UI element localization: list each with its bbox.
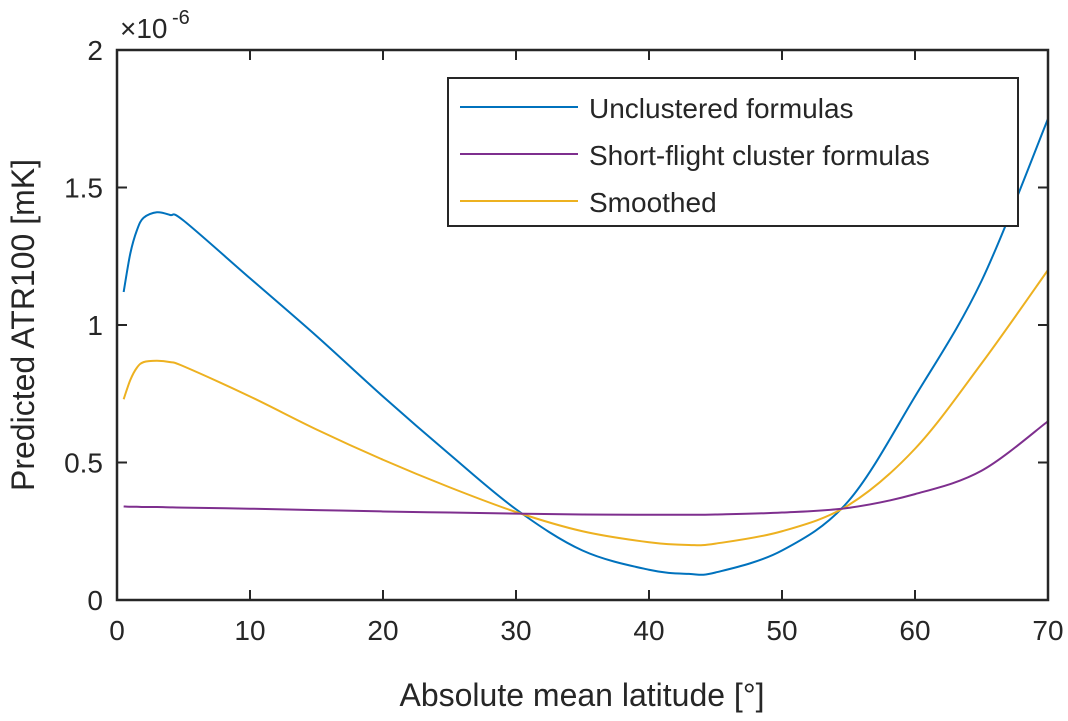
x-axis-label: Absolute mean latitude [°] <box>399 677 764 713</box>
y-tick-label: 1.5 <box>64 173 103 204</box>
y-tick-label: 1 <box>87 310 103 341</box>
x-tick-label: 40 <box>633 615 664 646</box>
plot-area-frame <box>115 48 1050 602</box>
y-exponent-power: -6 <box>172 7 190 29</box>
legend: Unclustered formulas Short-flight cluster… <box>447 77 1019 227</box>
x-tick-label: 0 <box>109 615 125 646</box>
y-exponent-base: ×10 <box>120 13 168 44</box>
legend-label: Smoothed <box>589 187 717 218</box>
x-tick-label: 70 <box>1032 615 1063 646</box>
x-tick-label: 20 <box>367 615 398 646</box>
y-tick-label: 2 <box>87 35 103 66</box>
x-tick-label: 30 <box>500 615 531 646</box>
series-line-2 <box>122 269 1049 547</box>
legend-label: Short-flight cluster formulas <box>589 140 930 171</box>
x-tick-label: 10 <box>234 615 265 646</box>
y-exponent: ×10 -6 <box>120 7 190 44</box>
series-line-1 <box>123 420 1049 516</box>
y-axis-label: Predicted ATR100 [mK] <box>5 159 41 491</box>
y-tick-label: 0.5 <box>64 448 103 479</box>
x-tick-label: 60 <box>899 615 930 646</box>
y-tick-label: 0 <box>87 585 103 616</box>
legend-label: Unclustered formulas <box>589 93 854 124</box>
x-tick-label: 50 <box>766 615 797 646</box>
series-line-0 <box>122 118 1049 576</box>
